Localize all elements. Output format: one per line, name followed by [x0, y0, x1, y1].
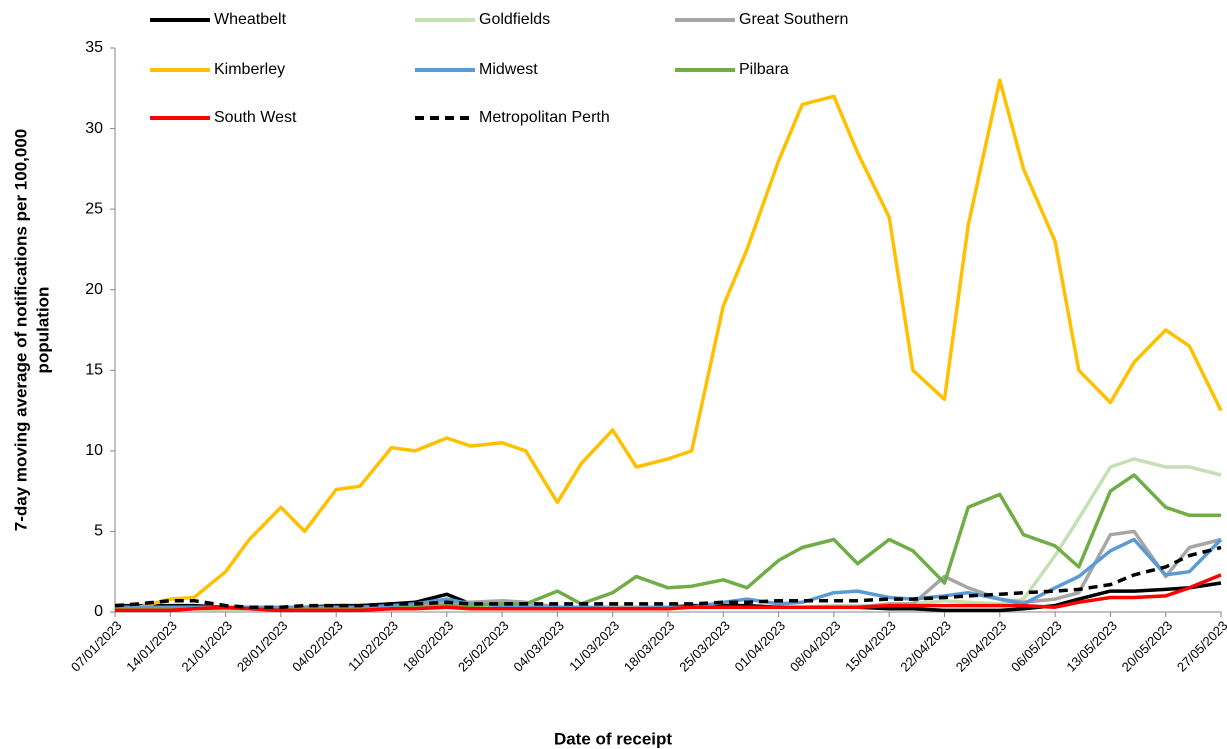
x-tick-label: 18/03/2023	[621, 618, 678, 675]
x-tick-label: 04/02/2023	[289, 618, 346, 675]
x-tick-label: 08/04/2023	[787, 618, 844, 675]
x-tick-label: 18/02/2023	[400, 618, 457, 675]
x-tick-label: 22/04/2023	[897, 618, 954, 675]
series-line	[114, 545, 1222, 609]
y-axis-title: 7-day moving average of notifications pe…	[11, 129, 30, 531]
x-tick-label: 25/03/2023	[676, 618, 733, 675]
legend-label: Pilbara	[739, 61, 789, 78]
y-axis-title: population	[33, 287, 52, 374]
y-tick-label: 30	[85, 120, 103, 137]
x-tick-label: 20/05/2023	[1119, 618, 1176, 675]
legend-label: South West	[214, 109, 297, 126]
x-tick-label: 28/01/2023	[234, 618, 291, 675]
y-tick-label: 10	[85, 442, 103, 459]
legend-label: Metropolitan Perth	[479, 109, 610, 126]
legend-label: Kimberley	[214, 61, 285, 78]
x-tick-label: 06/05/2023	[1008, 618, 1065, 675]
y-tick-label: 5	[94, 523, 103, 540]
x-tick-label: 29/04/2023	[953, 618, 1010, 675]
x-tick-label: 21/01/2023	[179, 618, 236, 675]
x-tick-label: 25/02/2023	[455, 618, 512, 675]
x-tick-label: 11/02/2023	[345, 618, 401, 674]
y-tick-label: 20	[85, 281, 103, 298]
x-tick-label: 15/04/2023	[842, 618, 899, 675]
x-tick-label: 13/05/2023	[1063, 618, 1120, 675]
x-tick-label: 07/01/2023	[68, 618, 125, 675]
x-tick-label: 01/04/2023	[732, 618, 789, 675]
x-tick-label: 04/03/2023	[510, 618, 567, 675]
series-line	[114, 78, 1223, 611]
y-tick-label: 0	[94, 603, 103, 620]
x-tick-label: 11/03/2023	[566, 618, 622, 674]
legend-label: Goldfields	[479, 11, 550, 28]
legend-label: Great Southern	[739, 11, 848, 28]
series-line	[115, 529, 1222, 609]
y-tick-label: 25	[85, 200, 103, 217]
legend-label: Midwest	[479, 61, 538, 78]
x-axis-title: Date of receipt	[554, 729, 672, 748]
x-tick-label: 27/05/2023	[1174, 618, 1227, 675]
x-tick-label: 14/01/2023	[123, 618, 180, 675]
series-line	[115, 573, 1222, 613]
y-tick-label: 35	[85, 39, 103, 56]
legend-label: Wheatbelt	[214, 11, 287, 28]
y-tick-label: 15	[85, 362, 103, 379]
